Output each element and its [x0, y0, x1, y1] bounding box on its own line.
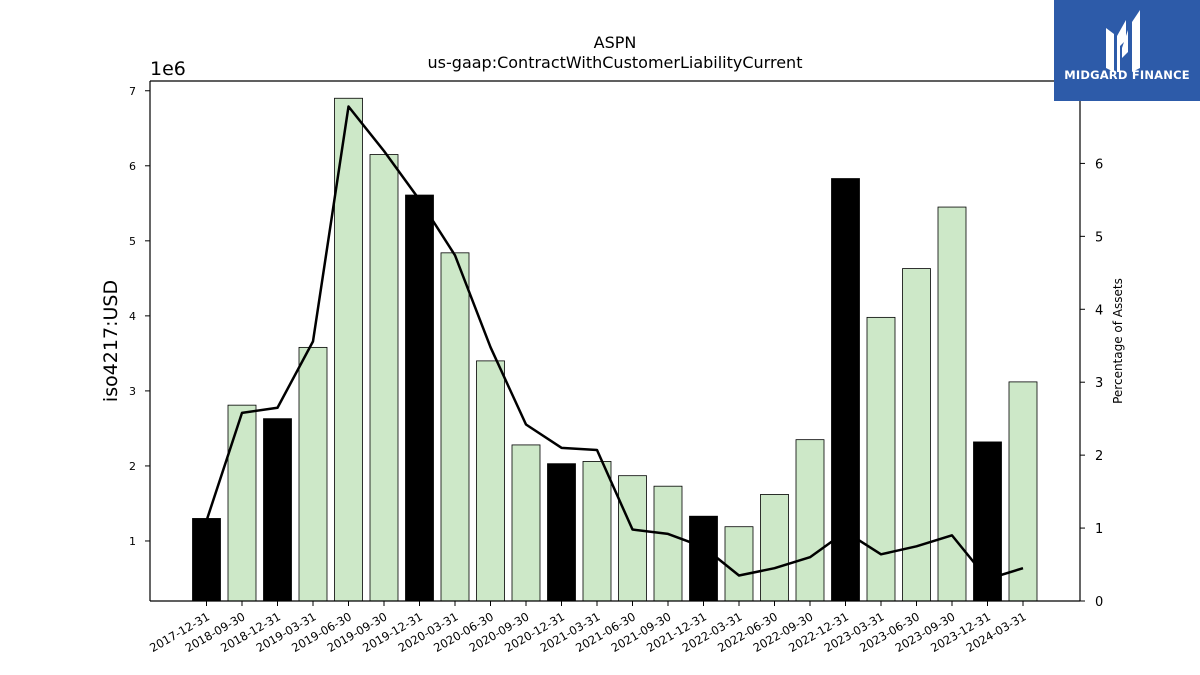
left-tick-label: 3 — [129, 385, 136, 398]
bar-2021-03-31 — [582, 461, 612, 602]
midgard-logo: MIDGARD FINANCE — [1054, 0, 1200, 101]
right-tick-label: 1 — [1095, 522, 1103, 537]
left-tick-label: 6 — [129, 160, 136, 173]
right-tick-label: 6 — [1095, 157, 1103, 172]
bar-2020-03-31 — [440, 252, 470, 602]
bar-2019-12-31 — [405, 194, 434, 602]
line-group — [205, 105, 1024, 581]
left-tick-label: 2 — [129, 460, 136, 473]
bar-2022-06-30 — [760, 494, 789, 602]
axes: 123456701234562017-12-312018-09-302018-1… — [100, 58, 1125, 655]
bar-2022-09-30 — [795, 439, 825, 602]
right-tick-label: 3 — [1095, 376, 1103, 391]
right-tick-label: 0 — [1095, 595, 1103, 610]
bar-2023-12-31 — [973, 441, 1002, 602]
bar-2024-03-31 — [1008, 381, 1038, 602]
bar-group — [192, 97, 1038, 602]
left-tick-label: 5 — [129, 235, 136, 248]
chart-subtitle: us-gaap:ContractWithCustomerLiabilityCur… — [427, 53, 803, 72]
right-tick-label: 2 — [1095, 449, 1103, 464]
bar-2020-12-31 — [547, 463, 576, 602]
line-percentage-of-assets — [205, 105, 1024, 581]
left-tick-label: 1 — [129, 535, 136, 548]
bar-2019-03-31 — [298, 346, 328, 602]
bar-2023-06-30 — [902, 268, 931, 602]
chart-title: ASPN — [593, 33, 637, 52]
right-tick-label: 4 — [1095, 303, 1103, 318]
bar-2021-09-30 — [653, 485, 683, 602]
bar-2023-09-30 — [937, 206, 967, 602]
bar-2019-09-30 — [369, 154, 399, 602]
y-axis-label-right: Percentage of Assets — [1111, 278, 1125, 404]
bar-2017-12-31 — [192, 518, 221, 602]
bar-2021-12-31 — [689, 515, 718, 602]
bar-2020-09-30 — [511, 444, 541, 602]
bar-2018-12-31 — [263, 418, 292, 602]
right-tick-label: 5 — [1095, 230, 1103, 245]
bar-2020-06-30 — [476, 360, 505, 602]
bar-2023-03-31 — [866, 316, 896, 602]
bar-2021-06-30 — [618, 475, 647, 602]
bar-2018-09-30 — [227, 404, 257, 602]
y-offset-label: 1e6 — [150, 58, 186, 80]
bar-2022-03-31 — [724, 526, 754, 602]
bar-2019-06-30 — [334, 97, 363, 602]
y-axis-label: iso4217:USD — [100, 280, 122, 402]
left-tick-label: 4 — [129, 310, 136, 323]
left-tick-label: 7 — [129, 85, 136, 98]
logo-text: MIDGARD FINANCE — [1064, 68, 1190, 82]
logo-mark-icon — [1106, 10, 1140, 72]
